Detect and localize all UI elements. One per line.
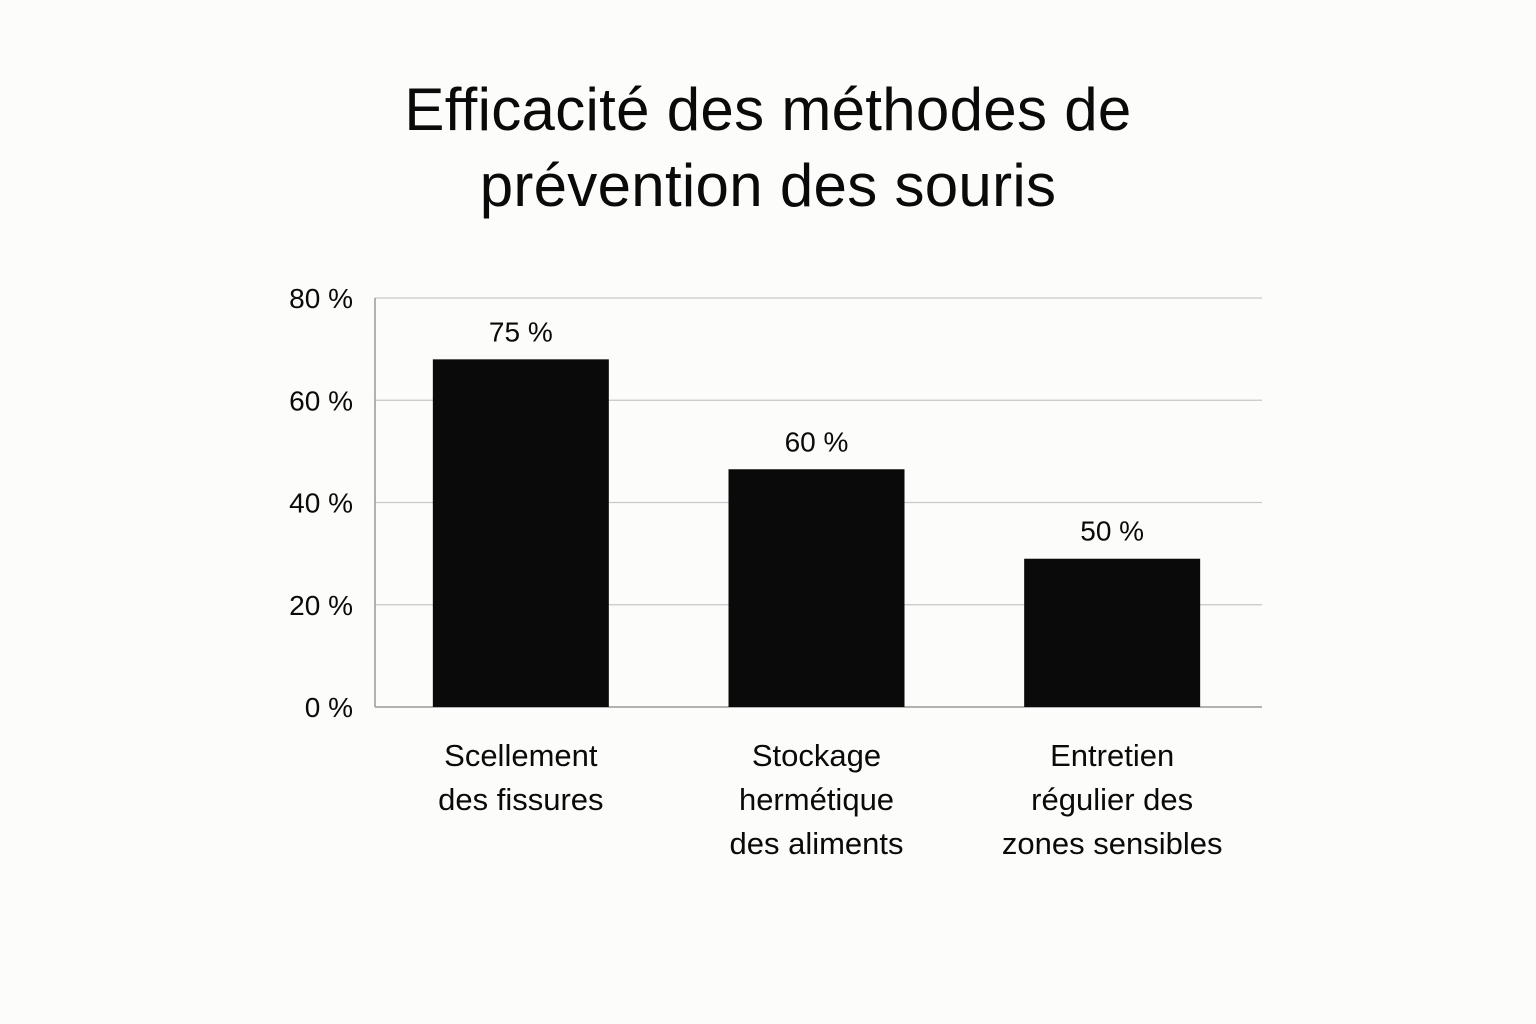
chart-title: Efficacité des méthodes de prévention de…: [268, 72, 1268, 224]
bar: [432, 359, 609, 707]
y-tick-label: 40 %: [289, 488, 353, 519]
x-category-label: Stockage: [752, 738, 881, 773]
x-category-label: Entretien: [1050, 738, 1174, 773]
y-tick-label: 80 %: [289, 283, 353, 314]
chart-title-line-1: Efficacité des méthodes de: [404, 76, 1132, 143]
bar-value-label: 75 %: [489, 316, 553, 347]
bar: [1024, 558, 1201, 707]
y-tick-label: 20 %: [289, 590, 353, 621]
chart-title-line-2: prévention des souris: [479, 152, 1057, 219]
bar: [728, 469, 905, 707]
y-tick-label: 0 %: [305, 692, 353, 723]
bar-layer: [432, 359, 1201, 707]
x-category-label: des fissures: [438, 782, 603, 817]
x-category-label: zones sensibles: [1002, 826, 1223, 861]
x-category-label: hermétique: [739, 782, 894, 817]
bar-value-label: 60 %: [785, 426, 849, 457]
label-layer: 0 % 20 % 40 % 60 % 80 % 75 % Scellement des fis…: [289, 283, 1222, 861]
x-category-label: des aliments: [729, 826, 903, 861]
x-category-label: Scellement: [444, 738, 598, 773]
x-category-label: régulier des: [1031, 782, 1193, 817]
bar-value-label: 50 %: [1080, 516, 1144, 547]
y-tick-label: 60 %: [289, 385, 353, 416]
